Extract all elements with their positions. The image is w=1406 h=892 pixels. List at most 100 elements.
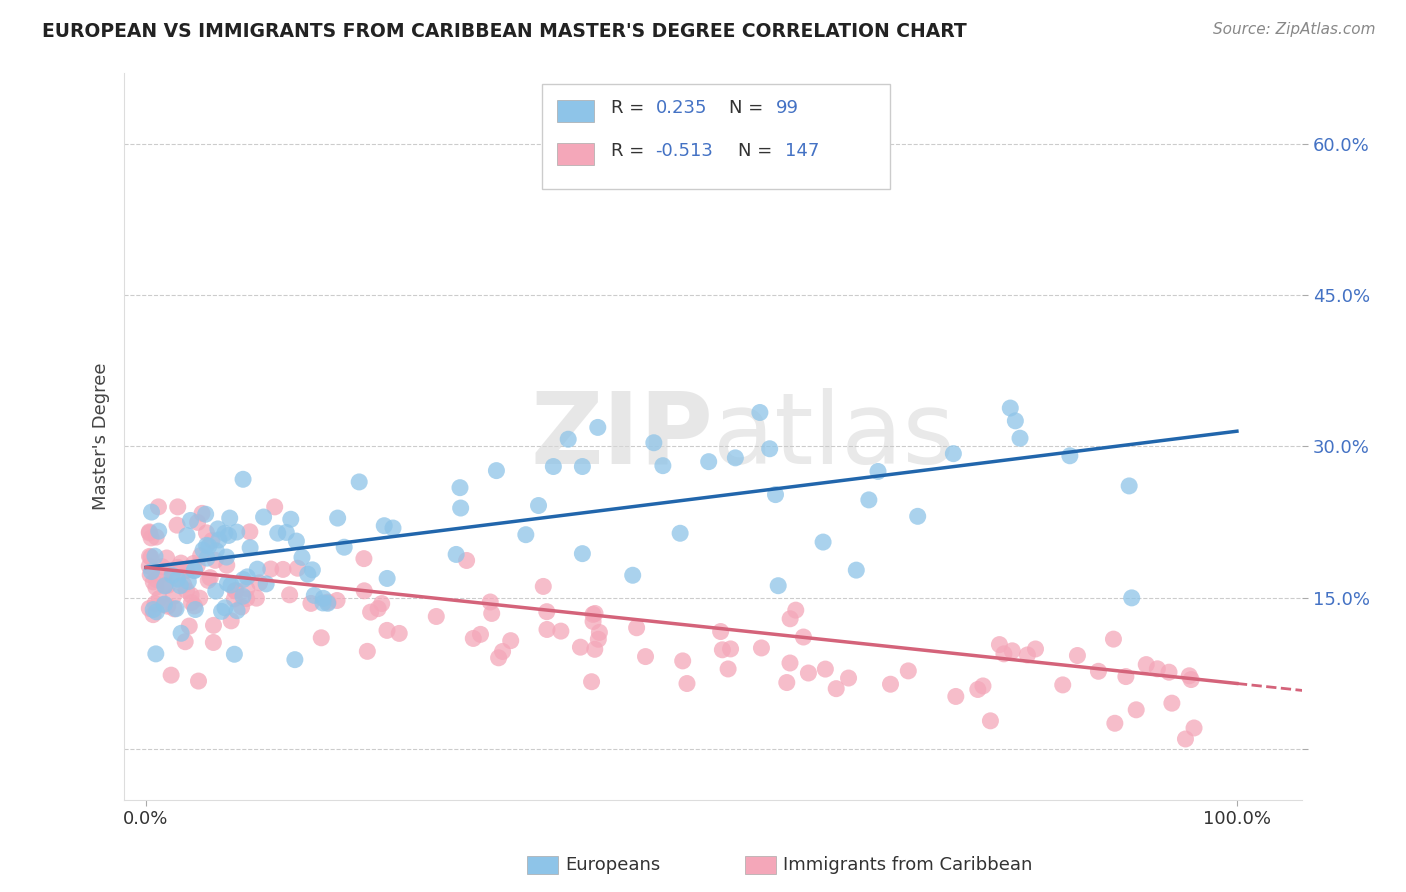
Point	[235, 591, 257, 606]
Point	[785, 603, 807, 617]
Point	[267, 526, 290, 541]
Point	[449, 481, 471, 495]
Point	[370, 597, 392, 611]
Point	[252, 510, 274, 524]
Point	[187, 516, 209, 530]
Point	[260, 562, 283, 576]
Point	[202, 618, 225, 632]
Point	[367, 601, 389, 615]
Text: 0.235: 0.235	[655, 99, 707, 117]
Text: atlas: atlas	[713, 388, 955, 484]
Point	[669, 526, 692, 541]
Point	[138, 601, 160, 615]
Point	[382, 521, 405, 535]
Point	[485, 464, 508, 478]
Point	[236, 570, 259, 584]
Point	[425, 609, 447, 624]
Point	[224, 591, 246, 606]
Point	[217, 576, 239, 591]
Point	[271, 562, 294, 576]
Point	[993, 647, 1015, 661]
Point	[1000, 401, 1022, 415]
Point	[163, 602, 186, 616]
Point	[145, 605, 167, 619]
Point	[375, 571, 398, 585]
Point	[188, 591, 211, 606]
Point	[232, 573, 254, 587]
Point	[197, 574, 219, 588]
Point	[634, 649, 657, 664]
Point	[360, 605, 382, 619]
Point	[176, 528, 198, 542]
Point	[218, 511, 240, 525]
Point	[1182, 721, 1205, 735]
Point	[907, 509, 929, 524]
Point	[456, 553, 478, 567]
Point	[214, 526, 236, 541]
Point	[215, 558, 238, 573]
Point	[717, 662, 740, 676]
Point	[1157, 665, 1180, 680]
Point	[225, 583, 247, 598]
Point	[246, 562, 269, 576]
Point	[316, 595, 339, 609]
Point	[1146, 662, 1168, 676]
Point	[224, 647, 246, 661]
Point	[180, 513, 202, 527]
Point	[225, 524, 247, 539]
Point	[153, 597, 176, 611]
Point	[231, 599, 253, 614]
Point	[697, 455, 720, 469]
Point	[169, 579, 191, 593]
Point	[1180, 673, 1202, 687]
Point	[211, 604, 233, 618]
Point	[1178, 669, 1201, 683]
Point	[676, 676, 699, 690]
Point	[184, 602, 207, 616]
Point	[183, 599, 205, 613]
Point	[155, 566, 177, 580]
Point	[751, 640, 773, 655]
Text: N =: N =	[738, 143, 778, 161]
Point	[152, 598, 174, 612]
Text: Source: ZipAtlas.com: Source: ZipAtlas.com	[1212, 22, 1375, 37]
Point	[280, 512, 302, 526]
Point	[166, 572, 188, 586]
Point	[145, 573, 167, 587]
Point	[972, 679, 994, 693]
Point	[195, 538, 218, 552]
Point	[198, 539, 221, 553]
Point	[353, 583, 375, 598]
Point	[160, 668, 183, 682]
Point	[814, 662, 837, 676]
Point	[142, 602, 165, 616]
Point	[866, 465, 889, 479]
Point	[626, 621, 648, 635]
Point	[190, 549, 212, 563]
Point	[373, 518, 395, 533]
FancyBboxPatch shape	[557, 100, 595, 121]
Point	[224, 583, 246, 598]
Point	[187, 674, 209, 689]
Point	[202, 635, 225, 649]
Point	[1125, 703, 1147, 717]
Point	[748, 405, 770, 419]
Point	[1174, 731, 1197, 746]
Point	[156, 599, 179, 614]
Point	[825, 681, 848, 696]
Point	[254, 577, 277, 591]
Point	[183, 563, 205, 577]
Point	[1087, 665, 1109, 679]
Text: Immigrants from Caribbean: Immigrants from Caribbean	[783, 856, 1032, 874]
Point	[138, 549, 160, 564]
Point	[643, 435, 665, 450]
Point	[174, 563, 197, 577]
Point	[531, 579, 554, 593]
Point	[838, 671, 860, 685]
Point	[207, 522, 229, 536]
Point	[765, 488, 787, 502]
Point	[141, 565, 163, 579]
Point	[375, 624, 398, 638]
Point	[571, 547, 593, 561]
Point	[297, 567, 319, 582]
